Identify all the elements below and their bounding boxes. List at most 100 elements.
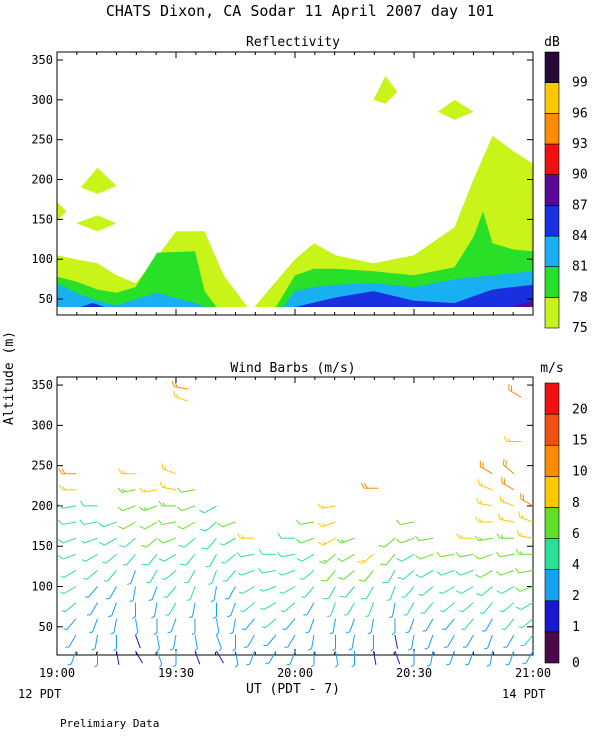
x-axis-label: UT (PDT - 7) [246,682,340,697]
wind-barb-16-100-half-flag [386,599,391,601]
wind-barb-9-140-flag [236,552,242,558]
wind-colorbar-label-4: 4 [572,558,580,573]
wind-barb-1-60-half-flag [89,631,93,634]
wind-barb-14-120-flag [338,577,344,580]
wind-barb-22-80 [499,602,515,613]
wind-barb-2-140-half-flag [102,561,106,564]
wind-barb-20-80-half-flag [459,610,463,613]
wind-barb-17-40 [408,634,415,651]
wind-barb-2-140-staff [105,553,117,564]
wind-barb-7-160-flag [201,547,208,550]
wind-barb-22-240-flag [502,458,505,465]
wind-barb-22-100-staff [501,586,515,594]
wind-barb-12-80 [303,602,315,616]
wind-barb-1-60 [89,618,98,634]
wind-barb-10-100-half-flag [259,588,264,592]
wind-barb-4-120-staff [149,570,158,583]
wind-barb-extra-1-staff [174,395,189,402]
wind-barb-23-200-staff [520,498,534,507]
wind-barb-3-140-half-flag [122,564,127,566]
wind-barb-9-160 [237,532,255,539]
wind-barb-18-160-staff [419,537,434,542]
wind-barb-0-120-half-flag [60,575,65,578]
wind-barb-7-40 [216,634,222,652]
wind-barb-22-20 [505,650,515,666]
wind-barb-6-40 [194,634,198,652]
wind-barb-0-200-staff [62,505,77,509]
wind-barb-19-60 [441,618,455,630]
wind-barb-13-100-staff [328,586,336,599]
wind-barb-14-40 [348,634,355,651]
wind-barb-10-60 [261,618,277,629]
wind-barb-16-40-staff [394,634,398,649]
wind-barb-3-180 [118,521,136,530]
wind-barb-19-80-half-flag [440,610,444,613]
wind-barb-8-160 [219,537,236,546]
wind-barb-13-160 [318,537,336,546]
wind-barb-8-180 [217,521,236,528]
reflectivity-colorbar-swatch-93 [544,113,560,145]
wind-barb-8-140 [221,553,236,564]
wind-barb-10-60-staff [264,618,277,629]
wind-barb-9-100-staff [242,586,255,594]
wind-barb-21-200-half-flag [479,500,483,505]
wind-barb-13-160-flag [318,541,324,546]
wind-barb-22-40-staff [506,634,515,648]
wind-barb-4-220-half-flag [143,488,147,493]
wind-barb-22-180-flag [497,513,501,520]
wind-barb-0-40 [65,634,77,648]
wind-barb-10-100 [259,586,277,592]
wind-barb-16-140-staff [385,553,396,566]
reflectivity-band-75-5 [57,201,67,221]
wind-barb-21-60-half-flag [481,630,486,632]
reflectivity-y-tick-label-250: 250 [31,133,53,147]
wind-barb-0-80 [61,602,77,613]
wind-barb-5-40 [170,634,177,651]
wind-barb-19-20 [446,650,455,666]
wind-barb-9-20-half-flag [246,663,250,666]
wind-barb-1-120-staff [86,570,98,580]
wind-barb-6-120-half-flag [184,582,189,584]
wind-y-tick-label-300: 300 [31,418,53,432]
wind-colorbar: 0 1 2 4 6 8 10 15 20 [544,382,588,671]
wind-barb-10-80 [260,602,277,611]
wind-barb-4-120 [146,570,158,584]
wind-barb-18-20-staff [430,650,434,665]
wind-barb-17-20-half-flag [410,664,415,668]
wind-barb-8-100-staff [228,586,236,599]
wind-barb-1-100-staff [88,586,98,598]
wind-barb-10-140-flag [258,549,263,555]
wind-barb-14-60-staff [349,618,355,633]
wind-barb-6-100-half-flag [186,599,191,601]
wind-barb-23-180-staff [519,516,534,523]
wind-barb-2-100-staff [109,586,117,599]
wind-barb-20-20-half-flag [465,663,469,666]
wind-barb-19-60-staff [445,618,455,630]
wind-barb-8-80-staff [230,602,236,616]
wind-barb-5-220-flag [159,481,163,488]
reflectivity-y-tick-label-200: 200 [31,173,53,187]
wind-barb-extra-3-flag [510,385,513,392]
wind-barb-0-220-half-flag [62,486,66,491]
wind-barb-7-120-staff [211,570,217,584]
wind-barb-21-140-flag [474,555,480,560]
reflectivity-colorbar-swatch-96 [544,82,560,114]
wind-barb-14-60-half-flag [346,631,350,634]
wind-barb-12-100-staff [304,586,315,598]
wind-barb-0-180-staff [62,521,77,525]
wind-barb-13-40 [332,634,336,652]
wind-barb-4-140-staff [147,553,158,566]
wind-barb-8-80 [227,602,236,618]
wind-barb-19-120 [436,569,455,576]
wind-barb-23-140 [515,549,533,555]
wind-barb-1-60-staff [92,618,98,633]
wind-barb-0-240 [58,468,76,475]
wind-barb-21-220-flag [477,479,480,486]
wind-barb-2-160-flag [99,541,105,546]
wind-barb-0-20 [67,650,77,666]
wind-barb-22-60-staff [504,618,515,630]
wind-barb-16-80 [389,602,396,619]
wind-barb-23-160-half-flag [520,532,523,537]
reflectivity-colorbar-swatch-87 [544,174,560,206]
wind-barb-7-180-flag [200,528,206,532]
